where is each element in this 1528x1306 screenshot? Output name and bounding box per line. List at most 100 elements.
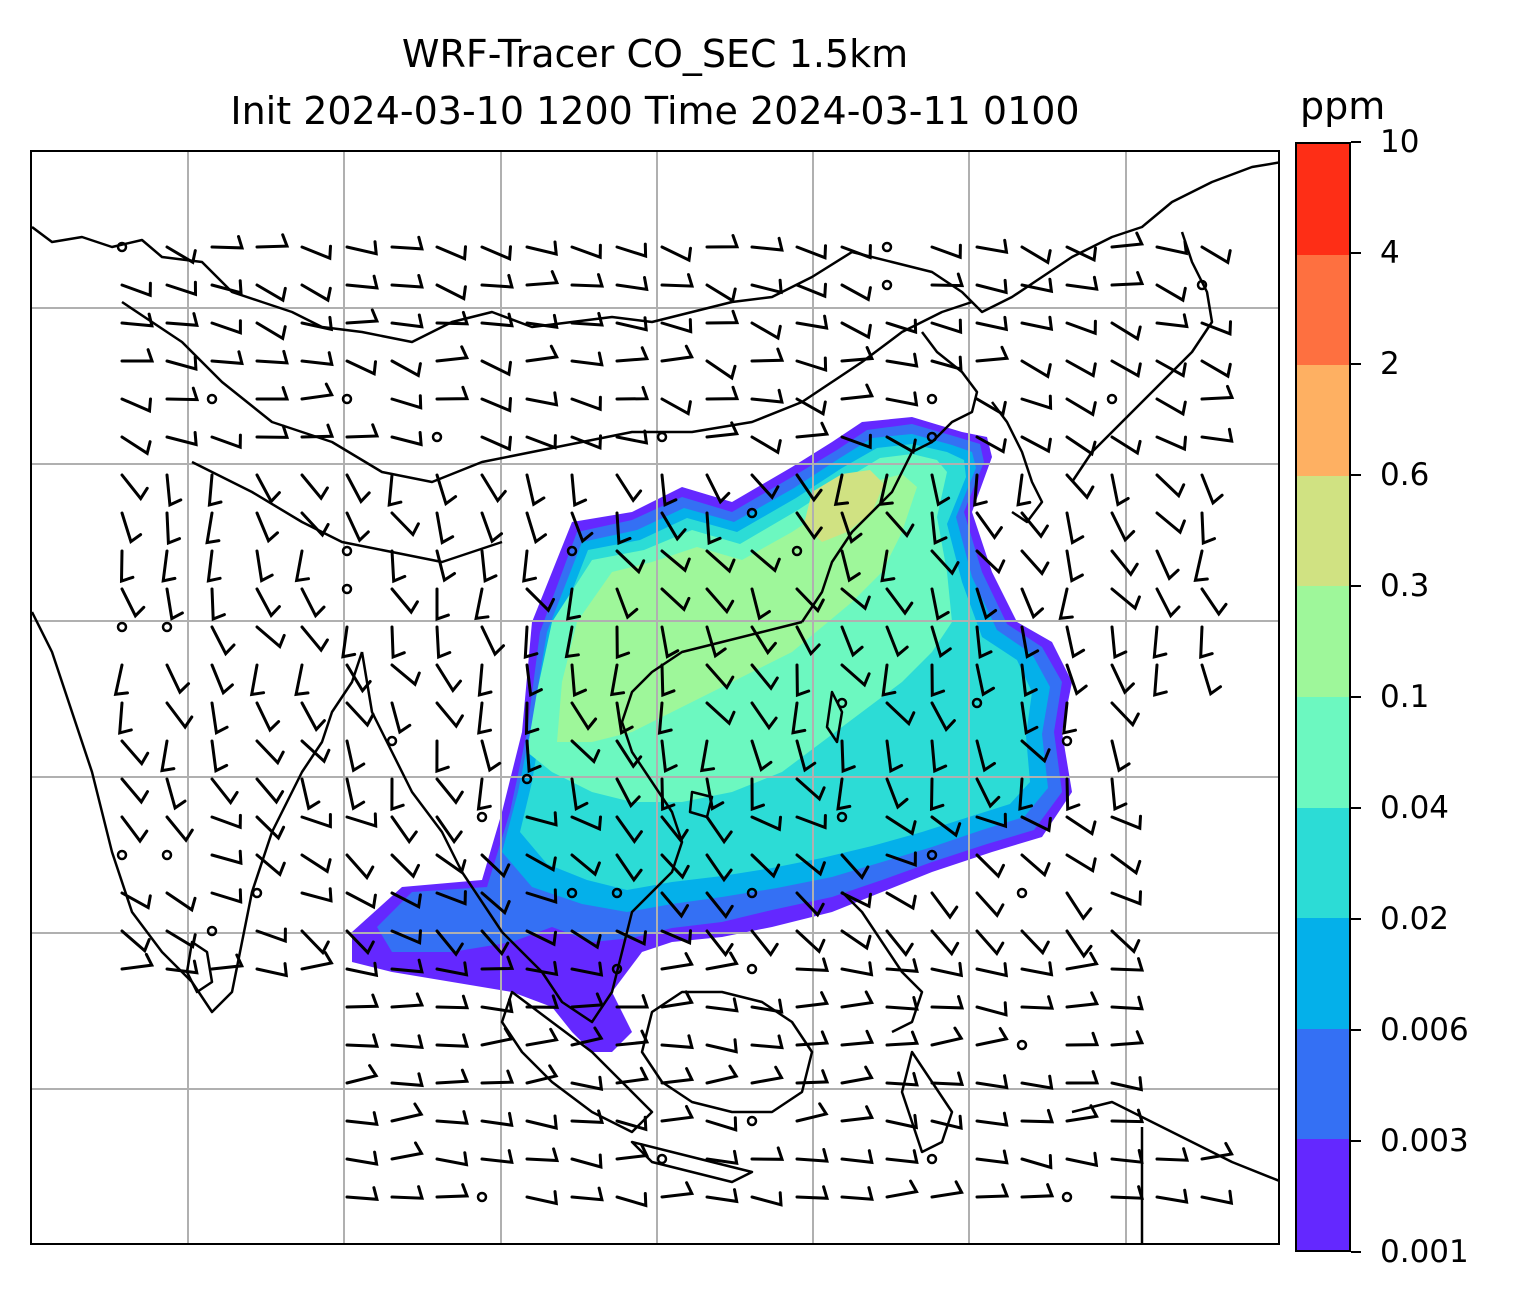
wind-barb xyxy=(795,991,830,1009)
wind-barb xyxy=(975,511,1003,540)
calm-wind-marker xyxy=(1196,279,1208,291)
coastline-sulawesi xyxy=(900,1050,954,1154)
colorbar-tick xyxy=(1351,252,1361,254)
wind-barb xyxy=(878,473,894,507)
calm-wind-marker xyxy=(746,963,758,975)
wind-barb xyxy=(1200,1141,1234,1161)
wind-barb xyxy=(570,311,604,327)
colorbar-tick xyxy=(1351,1029,1361,1031)
wind-barb xyxy=(750,321,782,341)
wind-barb xyxy=(210,587,226,622)
wind-barb xyxy=(1110,663,1135,695)
wind-barb xyxy=(300,929,330,956)
wind-barb xyxy=(1110,359,1142,379)
wind-barb xyxy=(480,397,512,413)
wind-barb xyxy=(525,270,560,287)
wind-barb xyxy=(975,1074,1009,1090)
wind-barb xyxy=(1200,511,1216,546)
wind-barb xyxy=(836,777,852,811)
colorbar-bin xyxy=(1297,254,1349,366)
calm-wind-marker xyxy=(206,393,218,405)
wind-barb xyxy=(1020,961,1054,977)
wind-barb xyxy=(1065,245,1097,263)
wind-barb xyxy=(750,236,784,252)
wind-barb xyxy=(795,244,827,260)
wind-barb xyxy=(525,1114,558,1130)
wind-barb xyxy=(660,739,678,774)
coastline-india xyxy=(32,611,364,1014)
wind-barb xyxy=(165,815,194,843)
wind-barb xyxy=(525,1147,560,1163)
wind-barb xyxy=(435,890,467,906)
wind-barb xyxy=(570,961,604,977)
wind-barb xyxy=(161,549,177,583)
wind-barb xyxy=(300,587,326,619)
wind-barb xyxy=(1020,739,1051,764)
wind-barb xyxy=(525,1027,559,1047)
wind-barb xyxy=(570,701,598,731)
wind-barb xyxy=(840,625,864,658)
plume-level-0.3 xyxy=(804,470,884,542)
wind-barb xyxy=(1155,359,1187,378)
wind-barb xyxy=(570,351,604,367)
wind-barb xyxy=(525,929,557,947)
calm-wind-marker xyxy=(926,1153,938,1165)
wind-barb xyxy=(930,318,963,335)
calm-wind-marker xyxy=(926,431,938,443)
wind-barb xyxy=(705,587,735,615)
wind-barb xyxy=(1193,549,1209,583)
wind-barb xyxy=(525,663,543,698)
wind-barb xyxy=(1110,1108,1145,1124)
wind-barb xyxy=(750,435,782,455)
wind-barb xyxy=(885,1071,919,1087)
wind-barb xyxy=(119,549,135,584)
wind-barb xyxy=(435,587,450,622)
calm-wind-marker xyxy=(476,811,488,823)
wind-barb xyxy=(255,349,289,365)
wind-barb xyxy=(345,663,372,694)
wind-barb xyxy=(615,429,649,445)
wind-barb xyxy=(1065,991,1100,1009)
coastline-sri-lanka xyxy=(185,940,214,994)
wind-barb xyxy=(210,279,243,295)
wind-barb xyxy=(210,625,236,657)
wind-barb xyxy=(1155,1147,1190,1162)
wind-barb xyxy=(795,929,826,954)
colorbar-tick xyxy=(1351,918,1361,920)
wind-barb xyxy=(660,625,680,659)
wind-barb xyxy=(570,739,601,765)
calm-wind-marker xyxy=(341,393,353,405)
calm-wind-marker xyxy=(836,697,848,709)
wind-barb xyxy=(525,240,558,256)
wind-barb xyxy=(165,663,190,695)
wind-barb xyxy=(210,663,234,696)
wind-barb xyxy=(390,1034,424,1050)
wind-barb xyxy=(390,853,420,879)
wind-barb xyxy=(1058,587,1074,621)
map-gridlines xyxy=(32,152,1278,1243)
wind-barb xyxy=(1155,1188,1189,1204)
wind-barb xyxy=(474,587,490,621)
wind-barb xyxy=(750,278,783,295)
wind-barb xyxy=(435,473,458,507)
wind-barb xyxy=(480,245,512,262)
wind-barb xyxy=(205,511,221,545)
wind-barb xyxy=(435,777,464,805)
wind-barb xyxy=(165,959,199,975)
wind-barb xyxy=(525,344,559,363)
wind-barb xyxy=(795,957,830,972)
wind-barb xyxy=(930,701,956,732)
wind-barb xyxy=(840,321,872,340)
wind-barb xyxy=(1200,245,1232,265)
wind-barb xyxy=(615,385,650,401)
calm-wind-marker xyxy=(926,393,938,405)
wind-barb xyxy=(660,273,695,288)
wind-barb xyxy=(750,1191,783,1207)
wind-barb xyxy=(885,587,914,616)
wind-barb xyxy=(210,433,242,450)
wind-barb xyxy=(705,234,740,249)
wind-barb xyxy=(1065,1070,1100,1085)
calm-wind-marker xyxy=(116,849,128,861)
wind-barb xyxy=(525,511,547,545)
wind-barb xyxy=(570,1109,605,1124)
